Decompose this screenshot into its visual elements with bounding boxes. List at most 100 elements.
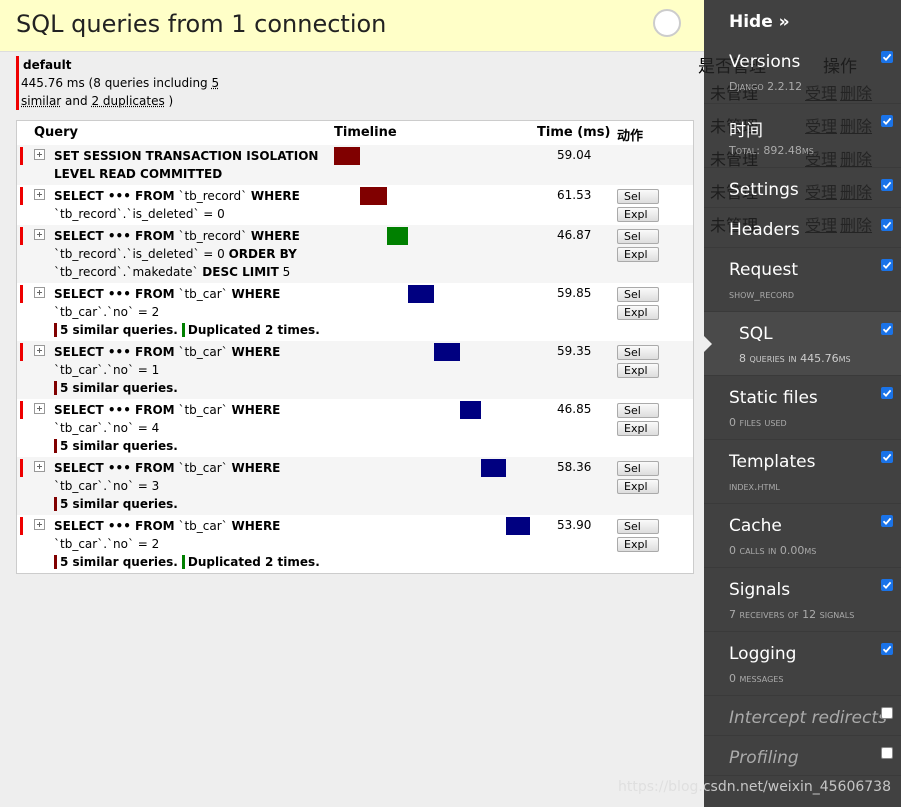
summary-part: ) [164, 94, 174, 108]
action-button[interactable]: Sel [617, 403, 659, 418]
action-button[interactable]: Sel [617, 189, 659, 204]
timeline-bar [460, 401, 481, 419]
time: 46.87 [557, 228, 592, 242]
action-button[interactable]: Expl [617, 537, 659, 552]
time: 58.36 [557, 460, 592, 474]
query-segment: SET SESSION TRANSACTION ISOLATION LEVEL … [54, 149, 319, 181]
query-notes: 5 similar queries. [54, 379, 330, 397]
panel-item[interactable]: Templates index.html [704, 440, 901, 504]
panel-title: Headers [729, 220, 800, 240]
query-text: SELECT ••• FROM `tb_car` WHERE `tb_car`.… [54, 343, 330, 397]
time: 59.35 [557, 344, 592, 358]
connection-name: default [23, 58, 72, 72]
action-button[interactable]: Expl [617, 247, 659, 262]
action-button[interactable]: Sel [617, 287, 659, 302]
row-marker [20, 285, 23, 303]
expand-toggle[interactable] [34, 189, 45, 200]
query-segment: SELECT ••• FROM [54, 403, 175, 417]
query-segment: WHERE [250, 229, 300, 243]
expand-toggle[interactable] [34, 403, 45, 414]
query-segment: `tb_record`.`is_deleted` = 0 [54, 207, 225, 221]
query-segment: `tb_car` [174, 403, 232, 417]
action-button[interactable]: Expl [617, 207, 659, 222]
panel-item[interactable]: Settings [704, 168, 901, 208]
timeline-bar [407, 285, 434, 303]
hide-toolbar[interactable]: Hide » [704, 0, 901, 40]
row-marker [20, 187, 23, 205]
action-button[interactable]: Sel [617, 461, 659, 476]
query-segment: SELECT ••• FROM [54, 189, 175, 203]
row-marker [20, 343, 23, 361]
panel-subtitle: 0 calls in 0.00ms [729, 544, 817, 557]
query-notes: 5 similar queries. Duplicated 2 times. [54, 553, 330, 571]
panel-item[interactable]: Static files 0 files used [704, 376, 901, 440]
action-button[interactable]: Expl [617, 479, 659, 494]
panel-subtitle: index.html [729, 480, 780, 493]
expand-toggle[interactable] [34, 461, 45, 472]
note: 5 similar queries. [54, 381, 178, 395]
query-row: SELECT ••• FROM `tb_record` WHERE `tb_re… [17, 225, 693, 283]
action-button[interactable]: Sel [617, 519, 659, 534]
timeline-bar [480, 459, 507, 477]
panel-checkbox[interactable] [881, 179, 893, 191]
expand-toggle[interactable] [34, 345, 45, 356]
row-marker [20, 517, 23, 535]
summary-part[interactable]: 2 duplicates [91, 94, 165, 108]
panel-item[interactable]: Headers [704, 208, 901, 248]
action-button[interactable]: Sel [617, 345, 659, 360]
time: 59.85 [557, 286, 592, 300]
panel-checkbox[interactable] [881, 643, 893, 655]
panel-item[interactable]: Cache 0 calls in 0.00ms [704, 504, 901, 568]
summary-part: 445.76 ms (8 queries including [21, 76, 212, 90]
panel-title: Request [729, 260, 799, 280]
row-marker [20, 147, 23, 165]
panel-checkbox[interactable] [881, 451, 893, 463]
panel-checkbox[interactable] [881, 323, 893, 335]
panel-checkbox[interactable] [881, 515, 893, 527]
panel-item[interactable]: Profiling [704, 736, 901, 776]
panel-subtitle: 0 files used [729, 416, 787, 429]
panel-item[interactable]: Intercept redirects [704, 696, 901, 736]
panel-item[interactable]: Signals 7 receivers of 12 signals [704, 568, 901, 632]
expand-toggle[interactable] [34, 519, 45, 530]
panel-item[interactable]: 时间 Total: 892.48ms [704, 104, 901, 168]
summary-part[interactable]: 5 similar [21, 76, 220, 108]
expand-toggle[interactable] [34, 287, 45, 298]
query-segment: `tb_car` [174, 519, 232, 533]
query-row: SELECT ••• FROM `tb_car` WHERE `tb_car`.… [17, 399, 693, 457]
query-text: SELECT ••• FROM `tb_car` WHERE `tb_car`.… [54, 459, 330, 513]
panel-checkbox[interactable] [881, 259, 893, 271]
summary-part: and [61, 94, 92, 108]
panel-checkbox[interactable] [881, 51, 893, 63]
panel-checkbox[interactable] [881, 219, 893, 231]
panel-checkbox[interactable] [881, 707, 893, 719]
action-button[interactable]: Expl [617, 363, 659, 378]
note: 5 similar queries. [54, 439, 178, 453]
panel-subtitle: 7 receivers of 12 signals [729, 608, 855, 621]
panel-item[interactable]: Logging 0 messages [704, 632, 901, 696]
row-marker [20, 401, 23, 419]
toolbar: Hide » Versions Django 2.2.12 时间 Total: 892.… [704, 0, 901, 807]
time: 46.85 [557, 402, 592, 416]
panel-checkbox[interactable] [881, 387, 893, 399]
query-segment: WHERE [231, 345, 281, 359]
panel-checkbox[interactable] [881, 579, 893, 591]
panel-title: Versions [729, 52, 801, 72]
expand-toggle[interactable] [34, 149, 45, 160]
close-button[interactable] [653, 9, 681, 37]
column-header: Query [34, 125, 79, 140]
action-button[interactable]: Sel [617, 229, 659, 244]
panel-item[interactable]: Request show_record [704, 248, 901, 312]
timeline-bar [359, 187, 387, 205]
panel-item[interactable]: SQL 8 queries in 445.76ms [704, 312, 901, 376]
panel-checkbox[interactable] [881, 115, 893, 127]
panel-title: Templates [729, 452, 816, 472]
panel-checkbox[interactable] [881, 747, 893, 759]
query-notes: 5 similar queries. Duplicated 2 times. [54, 321, 330, 339]
action-button[interactable]: Expl [617, 305, 659, 320]
action-button[interactable]: Expl [617, 421, 659, 436]
panel-item[interactable]: Versions Django 2.2.12 [704, 40, 901, 104]
expand-toggle[interactable] [34, 229, 45, 240]
query-text: SELECT ••• FROM `tb_car` WHERE `tb_car`.… [54, 517, 330, 571]
